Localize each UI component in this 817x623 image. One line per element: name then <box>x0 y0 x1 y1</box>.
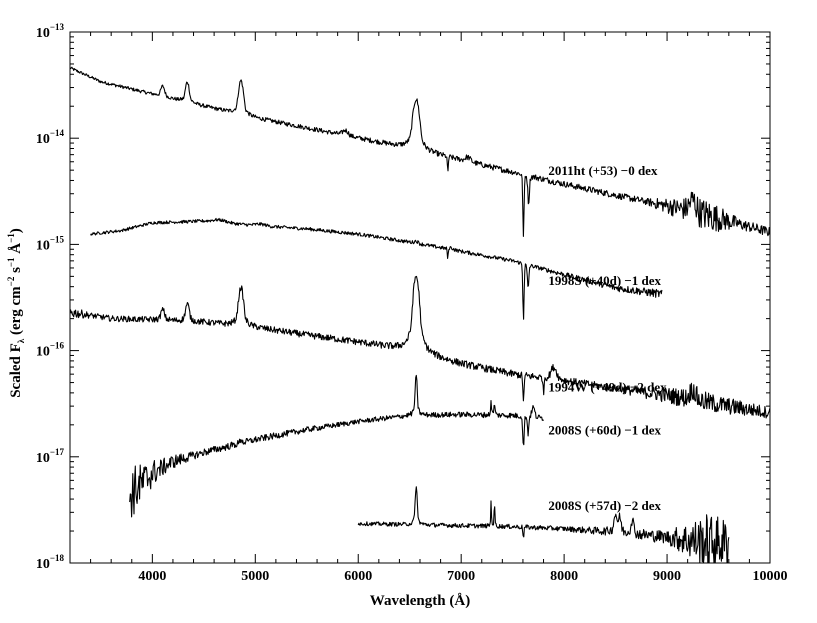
y-tick-label: 10−13 <box>36 22 65 41</box>
y-axis-title-sub: λ <box>16 338 26 343</box>
series-group <box>69 66 771 564</box>
tick-group: 4000 5000 6000 7000 8000 9000 10000 10−13 10−14 1… <box>36 22 788 584</box>
y-axis-title-units-b: s <box>8 267 24 277</box>
series-line-1 <box>69 66 771 237</box>
y-tick-label: 10−18 <box>36 553 65 572</box>
x-axis-title: Wavelength (Å) <box>370 593 470 609</box>
y-axis-title-main: Scaled F <box>8 343 24 398</box>
x-tick-label: 7000 <box>447 569 475 584</box>
series-label-3: 1994W (+49d) −2 dex <box>548 379 667 394</box>
series-label-4: 2008S (+60d) −1 dex <box>548 423 661 438</box>
labels-group: 2011ht (+53) −0 dex 1998S (+40d) −1 dex 19… <box>548 163 667 513</box>
x-tick-label: 5000 <box>241 569 269 584</box>
plot-area <box>69 31 771 564</box>
y-axis-title: Scaled Fλ (erg cm−2 s−1 Å−1) <box>6 228 26 398</box>
y-axis-title-units-c: Å <box>8 243 24 258</box>
y-axis-title-units-d: ) <box>8 228 24 233</box>
y-axis-title-exp1: −2 <box>6 276 16 286</box>
y-tick-label: 10−17 <box>36 447 65 466</box>
series-label-1: 2011ht (+53) −0 dex <box>548 163 658 178</box>
series-label-2: 1998S (+40d) −1 dex <box>548 273 661 288</box>
series-line-2 <box>90 217 663 320</box>
x-tick-label: 10000 <box>753 569 788 584</box>
y-tick-label: 10−15 <box>36 234 65 253</box>
series-line-5 <box>357 486 730 564</box>
x-tick-label: 6000 <box>344 569 372 584</box>
plot-frame <box>69 31 771 564</box>
y-tick-label: 10−16 <box>36 341 65 360</box>
series-line-3 <box>69 275 771 419</box>
y-axis-title-units-a: (erg cm <box>8 286 24 335</box>
x-tick-label: 9000 <box>653 569 681 584</box>
x-tick-label: 4000 <box>138 569 166 584</box>
series-line-4 <box>129 374 544 518</box>
series-label-5: 2008S (+57d) −2 dex <box>548 498 661 513</box>
y-tick-label: 10−14 <box>36 128 65 147</box>
y-axis-title-exp3: −1 <box>6 233 16 243</box>
y-axis-title-exp2: −1 <box>6 257 16 267</box>
x-tick-label: 8000 <box>550 569 578 584</box>
